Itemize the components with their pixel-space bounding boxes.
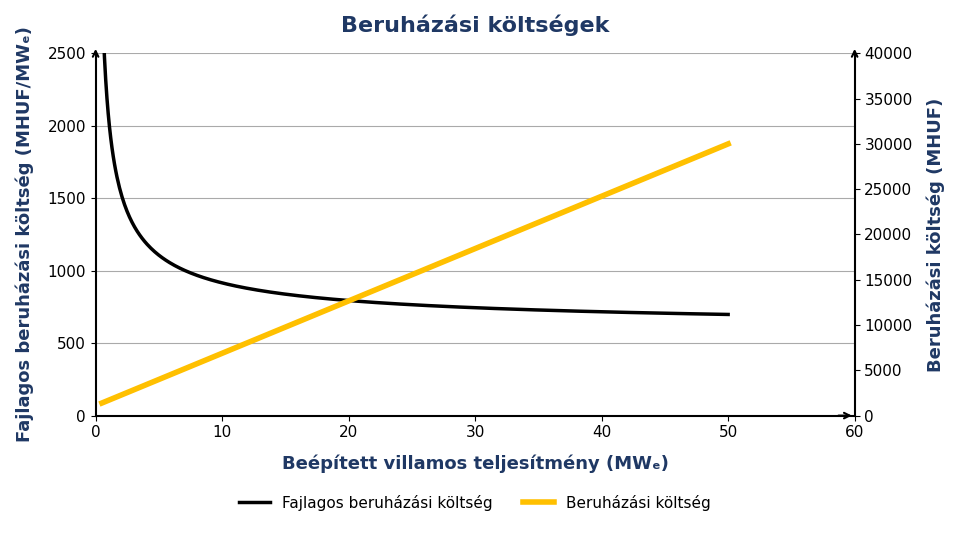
Fajlagos beruházási költség bbox=[708, 311, 719, 317]
Beruházási költség bbox=[722, 141, 733, 147]
Legend: Fajlagos beruházási költség, Beruházási költség: Fajlagos beruházási költség, Beruházási … bbox=[233, 488, 717, 516]
Beruházási költség bbox=[468, 245, 480, 252]
Y-axis label: Fajlagos beruházási költség (MHUF/MWₑ): Fajlagos beruházási költség (MHUF/MWₑ) bbox=[15, 26, 34, 442]
Beruházási költség bbox=[610, 188, 621, 194]
Fajlagos beruházási költség bbox=[610, 309, 621, 315]
Beruházási költség bbox=[96, 400, 108, 406]
Fajlagos beruházási költség bbox=[435, 303, 446, 310]
Title: Beruházási költségek: Beruházási költségek bbox=[341, 15, 610, 36]
Beruházási költség bbox=[394, 277, 405, 283]
Fajlagos beruházási költség bbox=[397, 301, 409, 307]
X-axis label: Beépített villamos teljesítmény (MWₑ): Beépített villamos teljesítmény (MWₑ) bbox=[281, 454, 668, 472]
Beruházási költség bbox=[397, 275, 409, 282]
Beruházási költség bbox=[435, 260, 446, 266]
Beruházási költség bbox=[708, 147, 719, 153]
Line: Beruházási költség: Beruházási költség bbox=[102, 144, 728, 403]
Fajlagos beruházási költség bbox=[468, 304, 480, 311]
Fajlagos beruházási költség bbox=[722, 311, 733, 318]
Y-axis label: Beruházási költség (MHUF): Beruházási költség (MHUF) bbox=[926, 97, 945, 372]
Fajlagos beruházási költség bbox=[394, 301, 405, 307]
Line: Fajlagos beruházási költség: Fajlagos beruházási költség bbox=[102, 0, 728, 315]
